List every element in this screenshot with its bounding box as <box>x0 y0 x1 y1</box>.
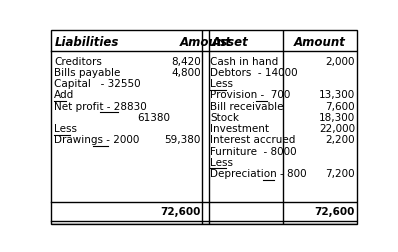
Text: Stock: Stock <box>210 113 239 123</box>
Text: Bill receivable: Bill receivable <box>210 102 284 112</box>
Text: Less: Less <box>210 158 233 168</box>
Text: 7,600: 7,600 <box>326 102 355 112</box>
Text: 2,200: 2,200 <box>326 136 355 145</box>
Text: Debtors  - 14000: Debtors - 14000 <box>210 68 298 78</box>
Text: Asset: Asset <box>212 36 248 49</box>
Text: 61380: 61380 <box>138 113 171 123</box>
Text: Investment: Investment <box>210 124 269 134</box>
Text: Less: Less <box>0 251 1 252</box>
Text: Less: Less <box>0 251 1 252</box>
Text: Interest accrued: Interest accrued <box>210 136 296 145</box>
Text: 7,200: 7,200 <box>326 169 355 179</box>
Text: Amount: Amount <box>294 36 345 49</box>
Text: 8,420: 8,420 <box>171 57 201 67</box>
Text: Creditors: Creditors <box>55 57 102 67</box>
Text: Net profit - 28830: Net profit - 28830 <box>55 102 147 112</box>
Text: Bills payable: Bills payable <box>55 68 121 78</box>
Text: Amount: Amount <box>179 36 232 49</box>
Text: Less: Less <box>55 124 77 134</box>
Text: 22,000: 22,000 <box>319 124 355 134</box>
Text: 72,600: 72,600 <box>160 207 201 217</box>
Text: Depreciation - 800: Depreciation - 800 <box>210 169 307 179</box>
Text: 2,000: 2,000 <box>326 57 355 67</box>
Text: Cash in hand: Cash in hand <box>210 57 278 67</box>
Text: 59,380: 59,380 <box>164 136 201 145</box>
Text: Capital   - 32550: Capital - 32550 <box>55 79 141 89</box>
Text: Add: Add <box>55 90 75 101</box>
Text: Less: Less <box>210 79 233 89</box>
Text: 13,300: 13,300 <box>319 90 355 101</box>
Text: 72,600: 72,600 <box>315 207 355 217</box>
Text: Liabilities: Liabilities <box>55 36 119 49</box>
Text: Provision -  700: Provision - 700 <box>210 90 291 101</box>
Text: 18,300: 18,300 <box>319 113 355 123</box>
Text: Add: Add <box>0 251 1 252</box>
Text: Less: Less <box>0 251 1 252</box>
Text: Drawings - 2000: Drawings - 2000 <box>55 136 140 145</box>
Text: 4,800: 4,800 <box>171 68 201 78</box>
Text: Furniture  - 8000: Furniture - 8000 <box>210 147 297 157</box>
